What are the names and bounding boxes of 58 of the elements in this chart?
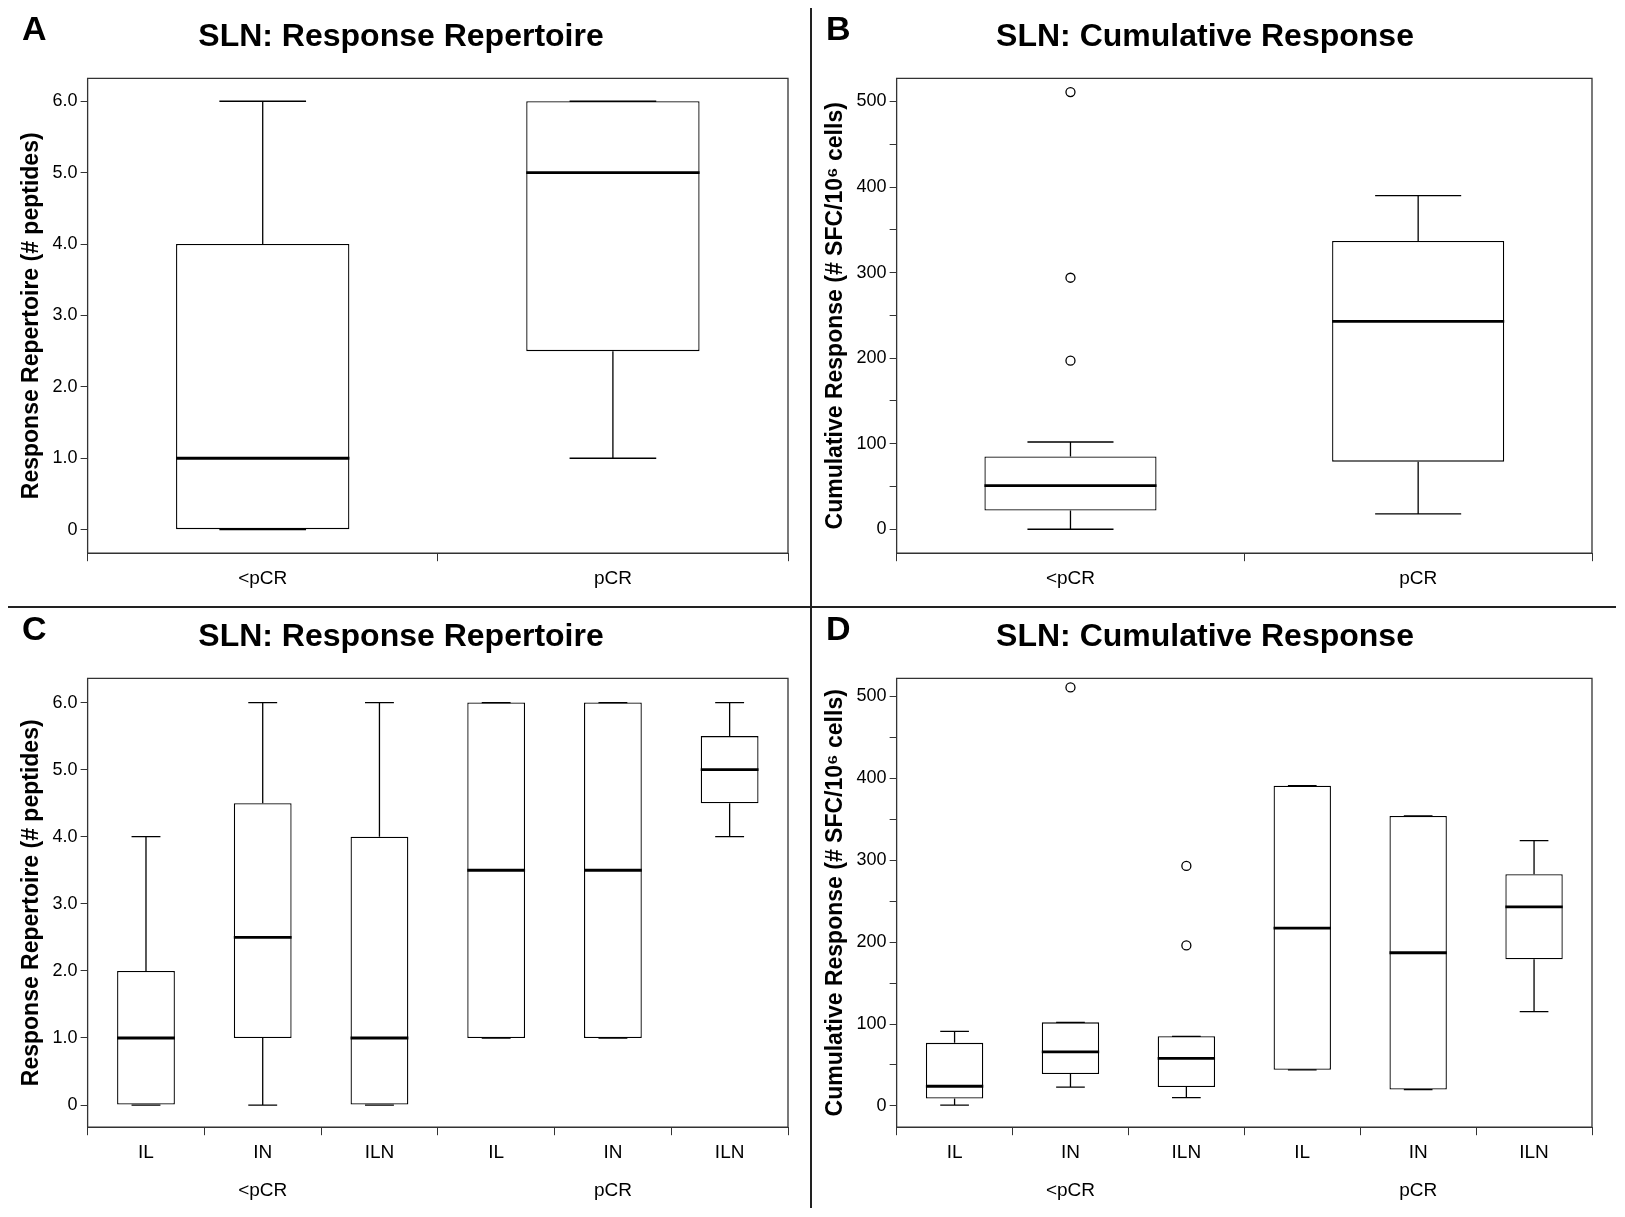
text: C (22, 609, 47, 648)
y-tick-label: 3.0 (52, 892, 78, 913)
chart-title: SLN: Response Repertoire (198, 17, 604, 54)
y-tick-label: 300 (856, 261, 887, 282)
text: D (826, 609, 851, 648)
x-tick-label: ILN (714, 1140, 745, 1162)
y-tick-label: 100 (856, 432, 887, 453)
y-tick-label: 4.0 (52, 825, 78, 846)
x-tick-label: <pCR (1045, 566, 1096, 588)
x-tick-label: ILN (364, 1140, 395, 1162)
y-tick-label: 0 (67, 518, 78, 539)
y-tick-label: 3.0 (52, 304, 78, 325)
y-tick-label: 0 (67, 1094, 78, 1115)
x-tick-label: IN (1060, 1140, 1080, 1162)
chart-title: SLN: Cumulative Response (996, 17, 1414, 54)
chart-title: SLN: Cumulative Response (996, 617, 1414, 654)
x-tick-label: IL (488, 1140, 505, 1162)
x-tick-label: <pCR (238, 566, 288, 588)
y-tick-label: 400 (856, 176, 887, 197)
text: <pCR (238, 1178, 288, 1200)
text: B (826, 9, 851, 48)
x-tick-label: IN (603, 1140, 623, 1162)
y-tick-label: 2.0 (52, 375, 78, 396)
y-tick-label: 5.0 (52, 161, 78, 182)
y-tick-label: 500 (856, 685, 887, 706)
x-tick-label: IN (1408, 1140, 1428, 1162)
x-tick-label: ILN (1171, 1140, 1202, 1162)
y-tick-label: 6.0 (52, 90, 78, 111)
y-axis-title: Cumulative Response (# SFC/10⁶ cells) (821, 689, 848, 1117)
x-tick-label: IN (253, 1140, 273, 1162)
y-tick-label: 0 (876, 1094, 887, 1115)
chart-title: SLN: Response Repertoire (198, 617, 604, 654)
text: A (22, 9, 47, 48)
y-tick-label: 1.0 (52, 447, 78, 468)
y-tick-label: 1.0 (52, 1026, 78, 1047)
y-tick-label: 500 (856, 90, 887, 111)
y-tick-label: 5.0 (52, 758, 78, 779)
y-tick-label: 300 (856, 849, 887, 870)
y-axis-title: Cumulative Response (# SFC/10⁶ cells) (821, 102, 848, 530)
text: <pCR (1045, 1178, 1096, 1200)
y-tick-label: 2.0 (52, 959, 78, 980)
y-tick-label: 0 (876, 518, 887, 539)
text: pCR (593, 1178, 632, 1200)
y-tick-label: 200 (856, 347, 887, 368)
x-tick-label: pCR (1399, 566, 1438, 588)
y-axis-title: Response Repertoire (# peptides) (17, 719, 44, 1087)
y-tick-label: 400 (856, 767, 887, 788)
x-tick-label: IL (946, 1140, 963, 1162)
x-tick-label: IL (1294, 1140, 1311, 1162)
text: pCR (1399, 1178, 1438, 1200)
x-tick-label: ILN (1519, 1140, 1549, 1162)
y-tick-label: 4.0 (52, 233, 78, 254)
x-tick-label: IL (138, 1140, 154, 1162)
y-axis-title: Response Repertoire (# peptides) (17, 132, 44, 500)
x-tick-label: pCR (593, 566, 632, 588)
y-tick-label: 200 (856, 931, 887, 952)
y-tick-label: 6.0 (52, 691, 78, 712)
y-tick-label: 100 (856, 1012, 887, 1033)
